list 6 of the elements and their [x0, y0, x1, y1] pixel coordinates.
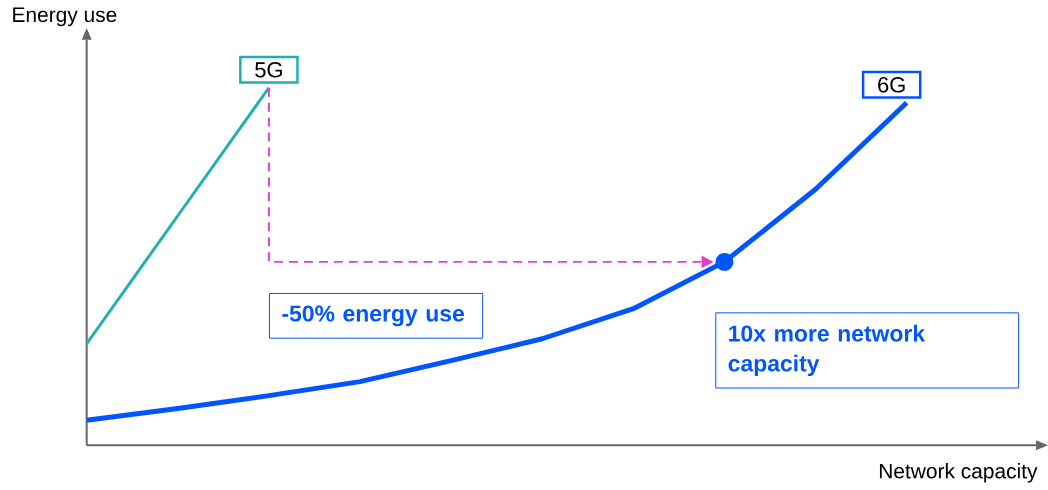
series-label: 6G [878, 76, 905, 93]
series-label: 5G [255, 61, 282, 78]
annotation: -50% energy use [282, 305, 464, 327]
y-axis-title: Energy use [13, 7, 117, 27]
annotation: 10x more network capacity [728, 324, 926, 376]
x-axis-title: Network capacity [879, 463, 1038, 483]
